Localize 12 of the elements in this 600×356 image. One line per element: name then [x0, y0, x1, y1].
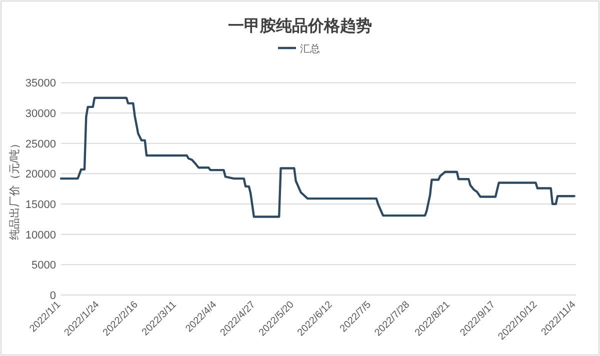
y-tick-label: 20000	[25, 168, 56, 181]
y-tick-label: 25000	[25, 138, 56, 150]
y-axis-title: 纯品出厂价（元/吨）	[8, 138, 21, 240]
y-tick-label: 0	[50, 290, 56, 302]
legend-label: 汇总	[300, 43, 320, 55]
line-series	[60, 96, 576, 218]
y-tick-label: 10000	[25, 229, 56, 242]
chart-title: 一甲胺纯品价格趋势	[228, 17, 372, 35]
y-tick-label: 30000	[25, 108, 56, 120]
y-tick-label: 35000	[25, 78, 56, 90]
y-tick-label: 15000	[25, 199, 56, 212]
y-tick-label: 5000	[32, 260, 56, 272]
